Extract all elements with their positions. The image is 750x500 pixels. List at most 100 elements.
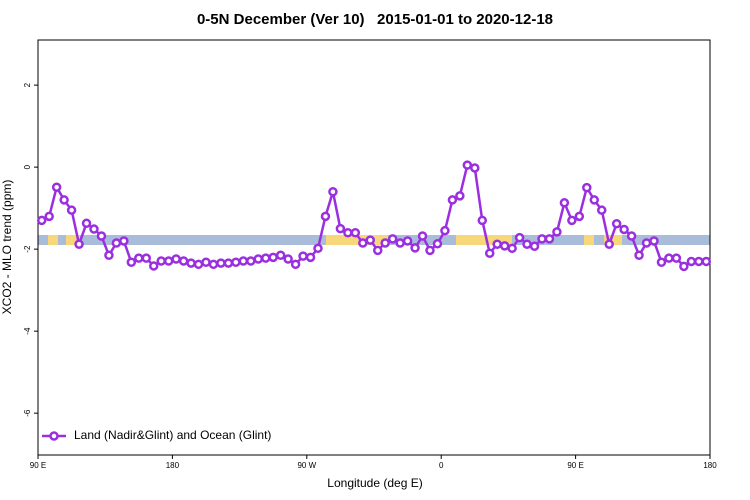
data-point: [387, 234, 398, 244]
data-point: [328, 186, 338, 197]
data-point: [290, 259, 301, 270]
data-point: [223, 258, 234, 268]
data-point: [470, 163, 480, 173]
data-point: [679, 261, 689, 272]
data-point: [432, 239, 443, 249]
data-point: [582, 182, 592, 193]
data-point: [134, 253, 144, 263]
data-point: [335, 223, 346, 234]
data-point: [171, 254, 181, 264]
data-point: [514, 232, 525, 243]
data-point: [499, 241, 510, 251]
data-point: [567, 215, 577, 226]
data-point: [462, 160, 473, 170]
data-point: [148, 261, 159, 271]
data-point: [208, 259, 219, 270]
data-point: [552, 227, 562, 237]
y-tick-label: -2: [23, 245, 32, 253]
data-point: [231, 257, 241, 268]
y-axis-label: XCO2 - MLO trend (ppm): [0, 180, 14, 315]
data-point: [477, 215, 488, 226]
data-point: [686, 256, 697, 267]
legend-marker: [49, 431, 59, 441]
data-point: [238, 256, 249, 266]
data-point: [634, 250, 644, 261]
data-point: [74, 239, 84, 249]
data-point: [410, 243, 420, 253]
data-point: [320, 211, 331, 222]
data-point: [298, 251, 308, 261]
data-point: [104, 250, 114, 261]
data-point: [156, 256, 166, 266]
data-point: [253, 254, 264, 264]
data-point: [260, 253, 271, 263]
data-point: [89, 224, 99, 234]
data-point: [178, 256, 189, 266]
data-point: [559, 198, 570, 208]
x-tick-label: 0: [439, 461, 444, 470]
data-point: [343, 227, 353, 238]
data-point: [522, 239, 532, 249]
data-point: [626, 231, 637, 241]
data-point: [96, 231, 107, 241]
data-point: [694, 256, 704, 267]
x-tick-label: 90 E: [30, 461, 46, 470]
data-point: [649, 236, 659, 246]
data-point: [268, 252, 278, 263]
data-point: [66, 205, 77, 215]
data-point: [350, 227, 361, 238]
data-point: [141, 253, 152, 263]
data-point: [664, 253, 674, 263]
data-point: [537, 234, 547, 244]
data-point: [59, 195, 69, 205]
chart-title: 0-5N December (Ver 10) 2015-01-01 to 202…: [197, 11, 553, 28]
data-point: [701, 256, 712, 267]
data-point: [44, 211, 54, 222]
data-point: [417, 231, 428, 241]
data-point: [186, 258, 196, 268]
data-point: [201, 257, 211, 268]
data-point: [81, 218, 92, 229]
data-point: [656, 257, 667, 268]
data-point: [529, 241, 540, 252]
data-point: [440, 225, 450, 236]
data-point: [372, 245, 383, 256]
data-point: [484, 248, 495, 258]
data-point: [163, 256, 174, 266]
data-point: [365, 235, 376, 245]
data-point: [447, 195, 458, 205]
data-point: [246, 256, 256, 266]
data-point: [604, 239, 614, 249]
data-point: [193, 259, 204, 270]
data-point: [313, 243, 323, 254]
data-point: [283, 254, 293, 264]
data-point: [119, 236, 129, 246]
data-point: [402, 236, 413, 246]
y-tick-label: -4: [23, 327, 32, 335]
data-point: [111, 238, 122, 248]
data-point: [544, 234, 555, 244]
data-point: [51, 182, 62, 192]
legend-label: Land (Nadir&Glint) and Ocean (Glint): [74, 428, 271, 442]
x-tick-label: 90 W: [297, 461, 316, 470]
data-point: [425, 245, 435, 256]
y-tick-label: -6: [23, 409, 32, 417]
data-point: [305, 252, 316, 263]
data-point: [641, 238, 652, 248]
data-point: [216, 258, 226, 268]
data-point: [36, 215, 47, 226]
x-axis-label: Longitude (deg E): [327, 476, 422, 490]
data-point: [358, 238, 368, 248]
y-tick-label: 2: [23, 82, 32, 87]
data-point: [589, 195, 600, 205]
data-point: [492, 239, 502, 249]
data-point: [275, 250, 286, 261]
data-point: [395, 238, 405, 248]
data-point: [596, 205, 607, 215]
data-point: [455, 191, 465, 201]
data-point: [671, 253, 682, 263]
x-tick-label: 180: [166, 461, 180, 470]
y-tick-label: 0: [23, 164, 32, 169]
plot-frame: [37, 39, 711, 456]
